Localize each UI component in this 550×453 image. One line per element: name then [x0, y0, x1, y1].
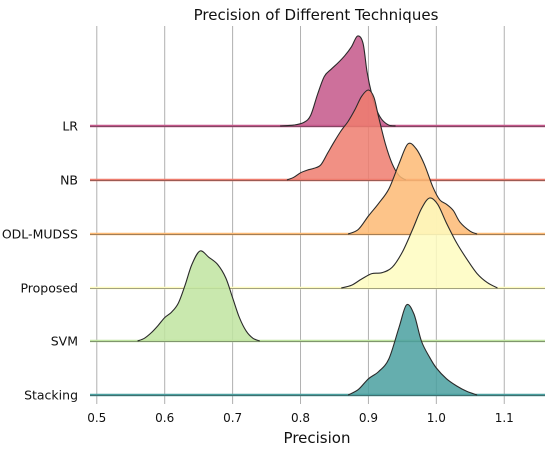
ridge-area: [137, 250, 260, 341]
chart-title: Precision of Different Techniques: [194, 6, 439, 24]
x-tick-label: 0.9: [359, 411, 378, 425]
ridge-outline: [286, 89, 407, 181]
x-tick-label: 1.1: [495, 411, 514, 425]
ridge-area: [341, 197, 498, 288]
category-label: LR: [62, 119, 78, 134]
x-tick-label: 0.5: [87, 411, 106, 425]
ridge-outline: [347, 142, 478, 235]
ridge-area: [348, 304, 478, 395]
ridge-area: [348, 143, 478, 234]
x-tick-label: 0.6: [155, 411, 174, 425]
x-tick-label: 1.0: [427, 411, 446, 425]
ridge-odl-mudss: [90, 142, 545, 236]
x-axis-label: Precision: [284, 429, 351, 447]
category-label: SVM: [51, 334, 78, 349]
ridges: [90, 35, 545, 397]
ridge-proposed: [90, 197, 545, 290]
ridge-outline: [347, 303, 478, 396]
ridge-nb: [90, 89, 545, 182]
ridge-lr: [90, 35, 545, 128]
ridge-outline: [341, 197, 498, 289]
category-label: ODL-MUDSS: [2, 227, 78, 242]
category-label: Proposed: [20, 281, 78, 296]
ridge-outline: [137, 250, 260, 342]
x-tick-labels: 0.5 0.6 0.7 0.8 0.9 1.0 1.1: [87, 411, 514, 425]
category-labels: LR NB ODL-MUDSS Proposed SVM Stacking: [2, 119, 78, 403]
x-tick-label: 0.7: [223, 411, 242, 425]
ridge-area: [286, 89, 406, 180]
category-label: NB: [60, 173, 78, 188]
ridge-stacking: [90, 303, 545, 397]
category-label: Stacking: [24, 388, 78, 403]
ridge-svm: [90, 250, 545, 343]
x-tick-label: 0.8: [291, 411, 310, 425]
